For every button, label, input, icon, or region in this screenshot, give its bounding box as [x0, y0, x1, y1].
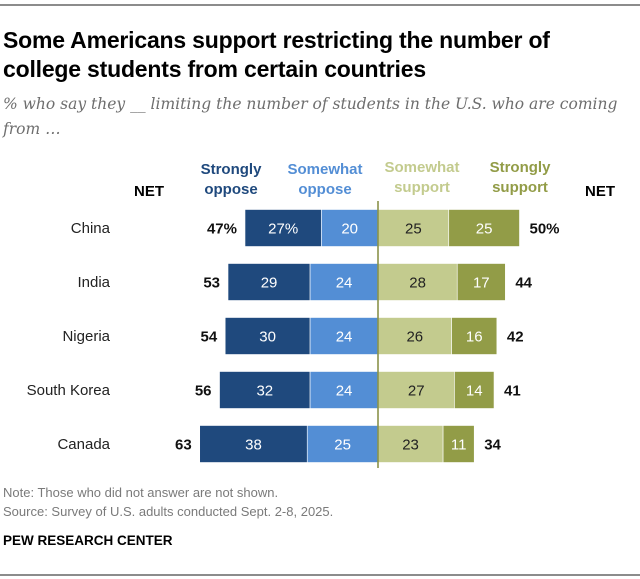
value-label-somewhat-oppose-canada: 25 — [334, 437, 351, 454]
brand-label: PEW RESEARCH CENTER — [3, 533, 173, 548]
chart-title: Some Americans support restricting the n… — [3, 27, 550, 82]
legend-strongly-support-line2: support — [492, 179, 548, 196]
category-label-canada: Canada — [57, 436, 110, 453]
bar-strongly-support-india — [456, 263, 506, 301]
legend-somewhat-support-line2: support — [394, 179, 450, 196]
net-oppose-header: NET — [134, 183, 164, 200]
source-note: Source: Survey of U.S. adults conducted … — [3, 504, 334, 519]
legend-somewhat-support-line1: Somewhat — [384, 159, 460, 176]
legend-strongly-support: Strongly support — [472, 158, 568, 198]
value-label-somewhat-support-india: 28 — [409, 275, 426, 292]
value-label-somewhat-oppose-south-korea: 24 — [336, 383, 353, 400]
bar-somewhat-support-china — [377, 209, 450, 247]
net-oppose-south-korea: 56 — [195, 383, 212, 400]
value-label-strongly-support-china: 25 — [476, 221, 493, 238]
value-label-strongly-oppose-china: 27% — [268, 221, 298, 238]
net-oppose-nigeria: 54 — [200, 329, 217, 346]
value-label-somewhat-oppose-nigeria: 24 — [336, 329, 353, 346]
category-label-south-korea: South Korea — [27, 382, 111, 399]
value-label-strongly-oppose-south-korea: 32 — [256, 383, 273, 400]
value-label-strongly-oppose-canada: 38 — [245, 437, 262, 454]
category-label-india: India — [77, 274, 110, 291]
bottom-rule — [0, 574, 640, 576]
bar-strongly-oppose-nigeria — [224, 317, 311, 355]
bar-strongly-support-canada — [442, 425, 475, 463]
bar-strongly-support-south-korea — [454, 371, 495, 409]
bar-strongly-support-china — [448, 209, 520, 247]
value-label-strongly-oppose-india: 29 — [261, 275, 278, 292]
bar-strongly-oppose-china — [244, 209, 322, 247]
bar-strongly-oppose-india — [227, 263, 311, 301]
value-label-somewhat-oppose-india: 24 — [336, 275, 353, 292]
legend-somewhat-oppose: Somewhat oppose — [276, 160, 374, 200]
legend-strongly-oppose-line2: oppose — [204, 181, 258, 198]
net-support-header: NET — [585, 183, 615, 200]
category-label-china: China — [71, 220, 111, 237]
bar-strongly-oppose-canada — [199, 425, 308, 463]
value-label-somewhat-oppose-china: 20 — [341, 221, 358, 238]
bar-somewhat-support-south-korea — [377, 371, 455, 409]
footnote: Note: Those who did not answer are not s… — [3, 485, 279, 500]
value-label-strongly-support-south-korea: 14 — [466, 383, 483, 400]
value-label-strongly-support-nigeria: 16 — [466, 329, 483, 346]
value-label-strongly-oppose-nigeria: 30 — [259, 329, 276, 346]
bar-strongly-oppose-south-korea — [219, 371, 311, 409]
bar-somewhat-oppose-india — [309, 263, 379, 301]
value-label-somewhat-support-canada: 23 — [402, 437, 419, 454]
net-support-india: 44 — [515, 275, 532, 292]
legend-strongly-support-line1: Strongly — [489, 159, 551, 176]
legend-strongly-oppose: Strongly oppose — [190, 160, 272, 200]
net-oppose-china: 47% — [207, 221, 237, 238]
value-label-somewhat-support-nigeria: 26 — [406, 329, 423, 346]
value-label-somewhat-support-china: 25 — [405, 221, 422, 238]
legend-somewhat-oppose-line2: oppose — [298, 181, 352, 198]
net-support-south-korea: 41 — [504, 383, 521, 400]
value-label-strongly-support-canada: 11 — [451, 437, 467, 454]
net-support-china: 50% — [530, 221, 560, 238]
value-label-somewhat-support-south-korea: 27 — [408, 383, 425, 400]
bar-somewhat-oppose-china — [321, 209, 379, 247]
net-support-canada: 34 — [484, 437, 501, 454]
bar-somewhat-support-canada — [377, 425, 444, 463]
category-label-nigeria: Nigeria — [62, 328, 110, 345]
bar-somewhat-oppose-canada — [306, 425, 379, 463]
bar-somewhat-oppose-south-korea — [309, 371, 379, 409]
net-oppose-canada: 63 — [175, 437, 192, 454]
net-support-nigeria: 42 — [507, 329, 524, 346]
bar-strongly-support-nigeria — [451, 317, 498, 355]
legend-somewhat-oppose-line1: Somewhat — [287, 161, 363, 178]
bar-somewhat-oppose-nigeria — [309, 317, 379, 355]
chart-subtitle: % who say they __ limiting the number of… — [3, 95, 618, 138]
bar-somewhat-support-india — [377, 263, 458, 301]
net-oppose-india: 53 — [203, 275, 220, 292]
value-label-strongly-support-india: 17 — [473, 275, 490, 292]
bar-somewhat-support-nigeria — [377, 317, 452, 355]
legend-strongly-oppose-line1: Strongly — [200, 161, 262, 178]
top-rule — [0, 4, 640, 6]
legend-somewhat-support: Somewhat support — [372, 158, 472, 198]
